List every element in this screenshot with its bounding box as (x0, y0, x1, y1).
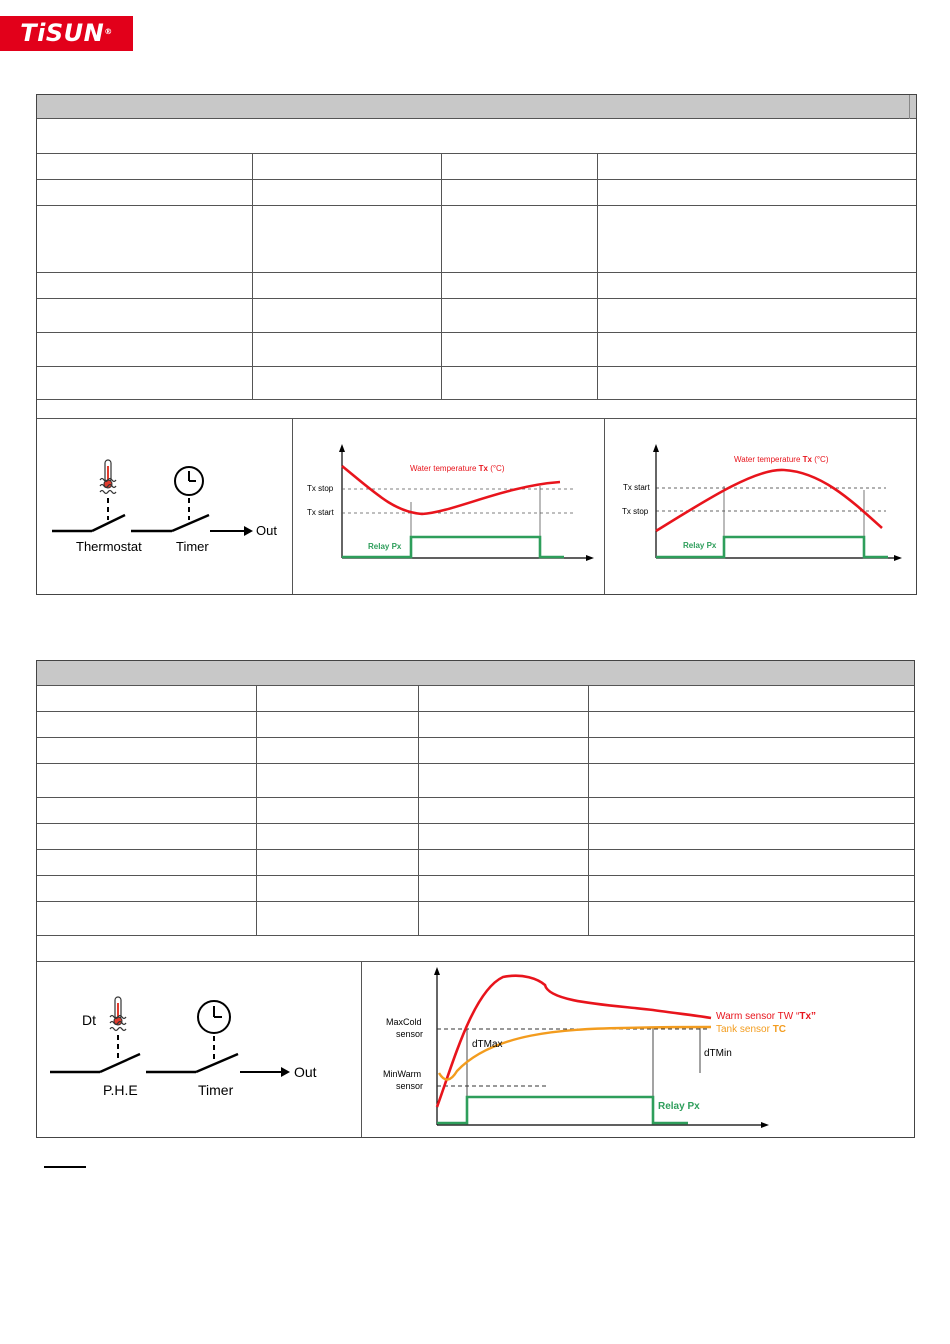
note-underline (44, 1166, 86, 1168)
thermometer-icon (109, 996, 127, 1032)
dtmax-label: dTMax (472, 1039, 503, 1050)
curve-label: Water temperature Tx (°C) (410, 464, 505, 473)
section1-col-line (252, 153, 253, 399)
section1-row-line (37, 272, 916, 273)
maxcold-label-2: sensor (396, 1029, 423, 1039)
clock-icon (197, 1000, 231, 1034)
out-label: Out (294, 1064, 317, 1080)
section2-schematic: Dt P.H.E Timer Out (50, 996, 317, 1098)
dtmin-label: dTMin (704, 1048, 732, 1059)
out-label: Out (256, 523, 277, 538)
dt-label: Dt (82, 1012, 96, 1028)
logo-text: TiSUN (20, 19, 105, 47)
minwarm-label-2: sensor (396, 1081, 423, 1091)
section1-row-line (37, 153, 916, 154)
warm-sensor-label: Warm sensor TW “Tx” (716, 1011, 816, 1022)
relay-label: Relay Px (658, 1101, 700, 1112)
section2-row-line (37, 711, 914, 712)
relay-label: Relay Px (683, 541, 717, 550)
thermostat-label: Thermostat (76, 539, 142, 554)
timer-label: Timer (176, 539, 209, 554)
section2-col-line (256, 686, 257, 935)
section2-row-line (37, 763, 914, 764)
section1-row-line (37, 332, 916, 333)
section2-row-line (37, 935, 914, 936)
section2-row-line (37, 875, 914, 876)
relay-signal (656, 535, 888, 559)
section2-col-line (418, 686, 419, 935)
section1-row-line (37, 399, 916, 400)
maxcold-label-1: MaxCold (386, 1017, 422, 1027)
section2-row-line (37, 797, 914, 798)
section1-col-line (441, 153, 442, 399)
tank-sensor-curve (437, 1025, 712, 1081)
tx-start-label: Tx start (307, 508, 334, 517)
section1-row-line (37, 366, 916, 367)
section2-row-line (37, 737, 914, 738)
section2-table (36, 660, 915, 1138)
section2-col-line (588, 686, 589, 935)
section1-graph-heating: Tx start Tx stop Water temperature Tx (°… (622, 444, 902, 561)
warm-sensor-curve (435, 974, 712, 1108)
relay-signal (437, 1095, 688, 1125)
phe-label: P.H.E (103, 1082, 138, 1098)
section2-row-line (37, 901, 914, 902)
water-temperature-curve (655, 468, 883, 533)
tx-stop-label: Tx stop (622, 507, 649, 516)
section2-row-line (37, 849, 914, 850)
section1-figure-divider (292, 418, 293, 594)
relay-label: Relay Px (368, 542, 402, 551)
water-temperature-curve (341, 464, 561, 516)
section1-table (36, 94, 917, 595)
section2-row-line (37, 961, 914, 962)
section1-row-line (37, 298, 916, 299)
section1-graph-cooling: Tx stop Tx start Water temperature Tx (°… (307, 444, 594, 561)
section1-header-bar (37, 95, 916, 119)
curve-label: Water temperature Tx (°C) (734, 455, 829, 464)
section1-schematic: Thermostat Timer Out (52, 459, 277, 554)
section1-row-line (37, 205, 916, 206)
section1-row-line (37, 179, 916, 180)
tank-sensor-label: Tank sensor TC (716, 1024, 786, 1035)
section1-header-bar-edge (909, 95, 910, 119)
section2-figure-divider (361, 961, 362, 1137)
section1-row-line (37, 418, 916, 419)
minwarm-label-1: MinWarm (383, 1069, 421, 1079)
tisun-logo: TiSUN® (0, 16, 133, 51)
tx-start-label: Tx start (623, 483, 650, 492)
relay-signal (342, 535, 564, 559)
section2-header-bar (37, 661, 914, 686)
section2-row-line (37, 823, 914, 824)
registered-mark: ® (104, 27, 113, 36)
thermometer-icon (99, 459, 117, 495)
clock-icon (174, 466, 204, 496)
section1-col-line (597, 153, 598, 399)
section2-graph: MaxCold sensor MinWarm sensor dTMax dTMi… (383, 967, 816, 1128)
tx-stop-label: Tx stop (307, 484, 334, 493)
section1-figure-divider (604, 418, 605, 594)
timer-label: Timer (198, 1082, 234, 1098)
